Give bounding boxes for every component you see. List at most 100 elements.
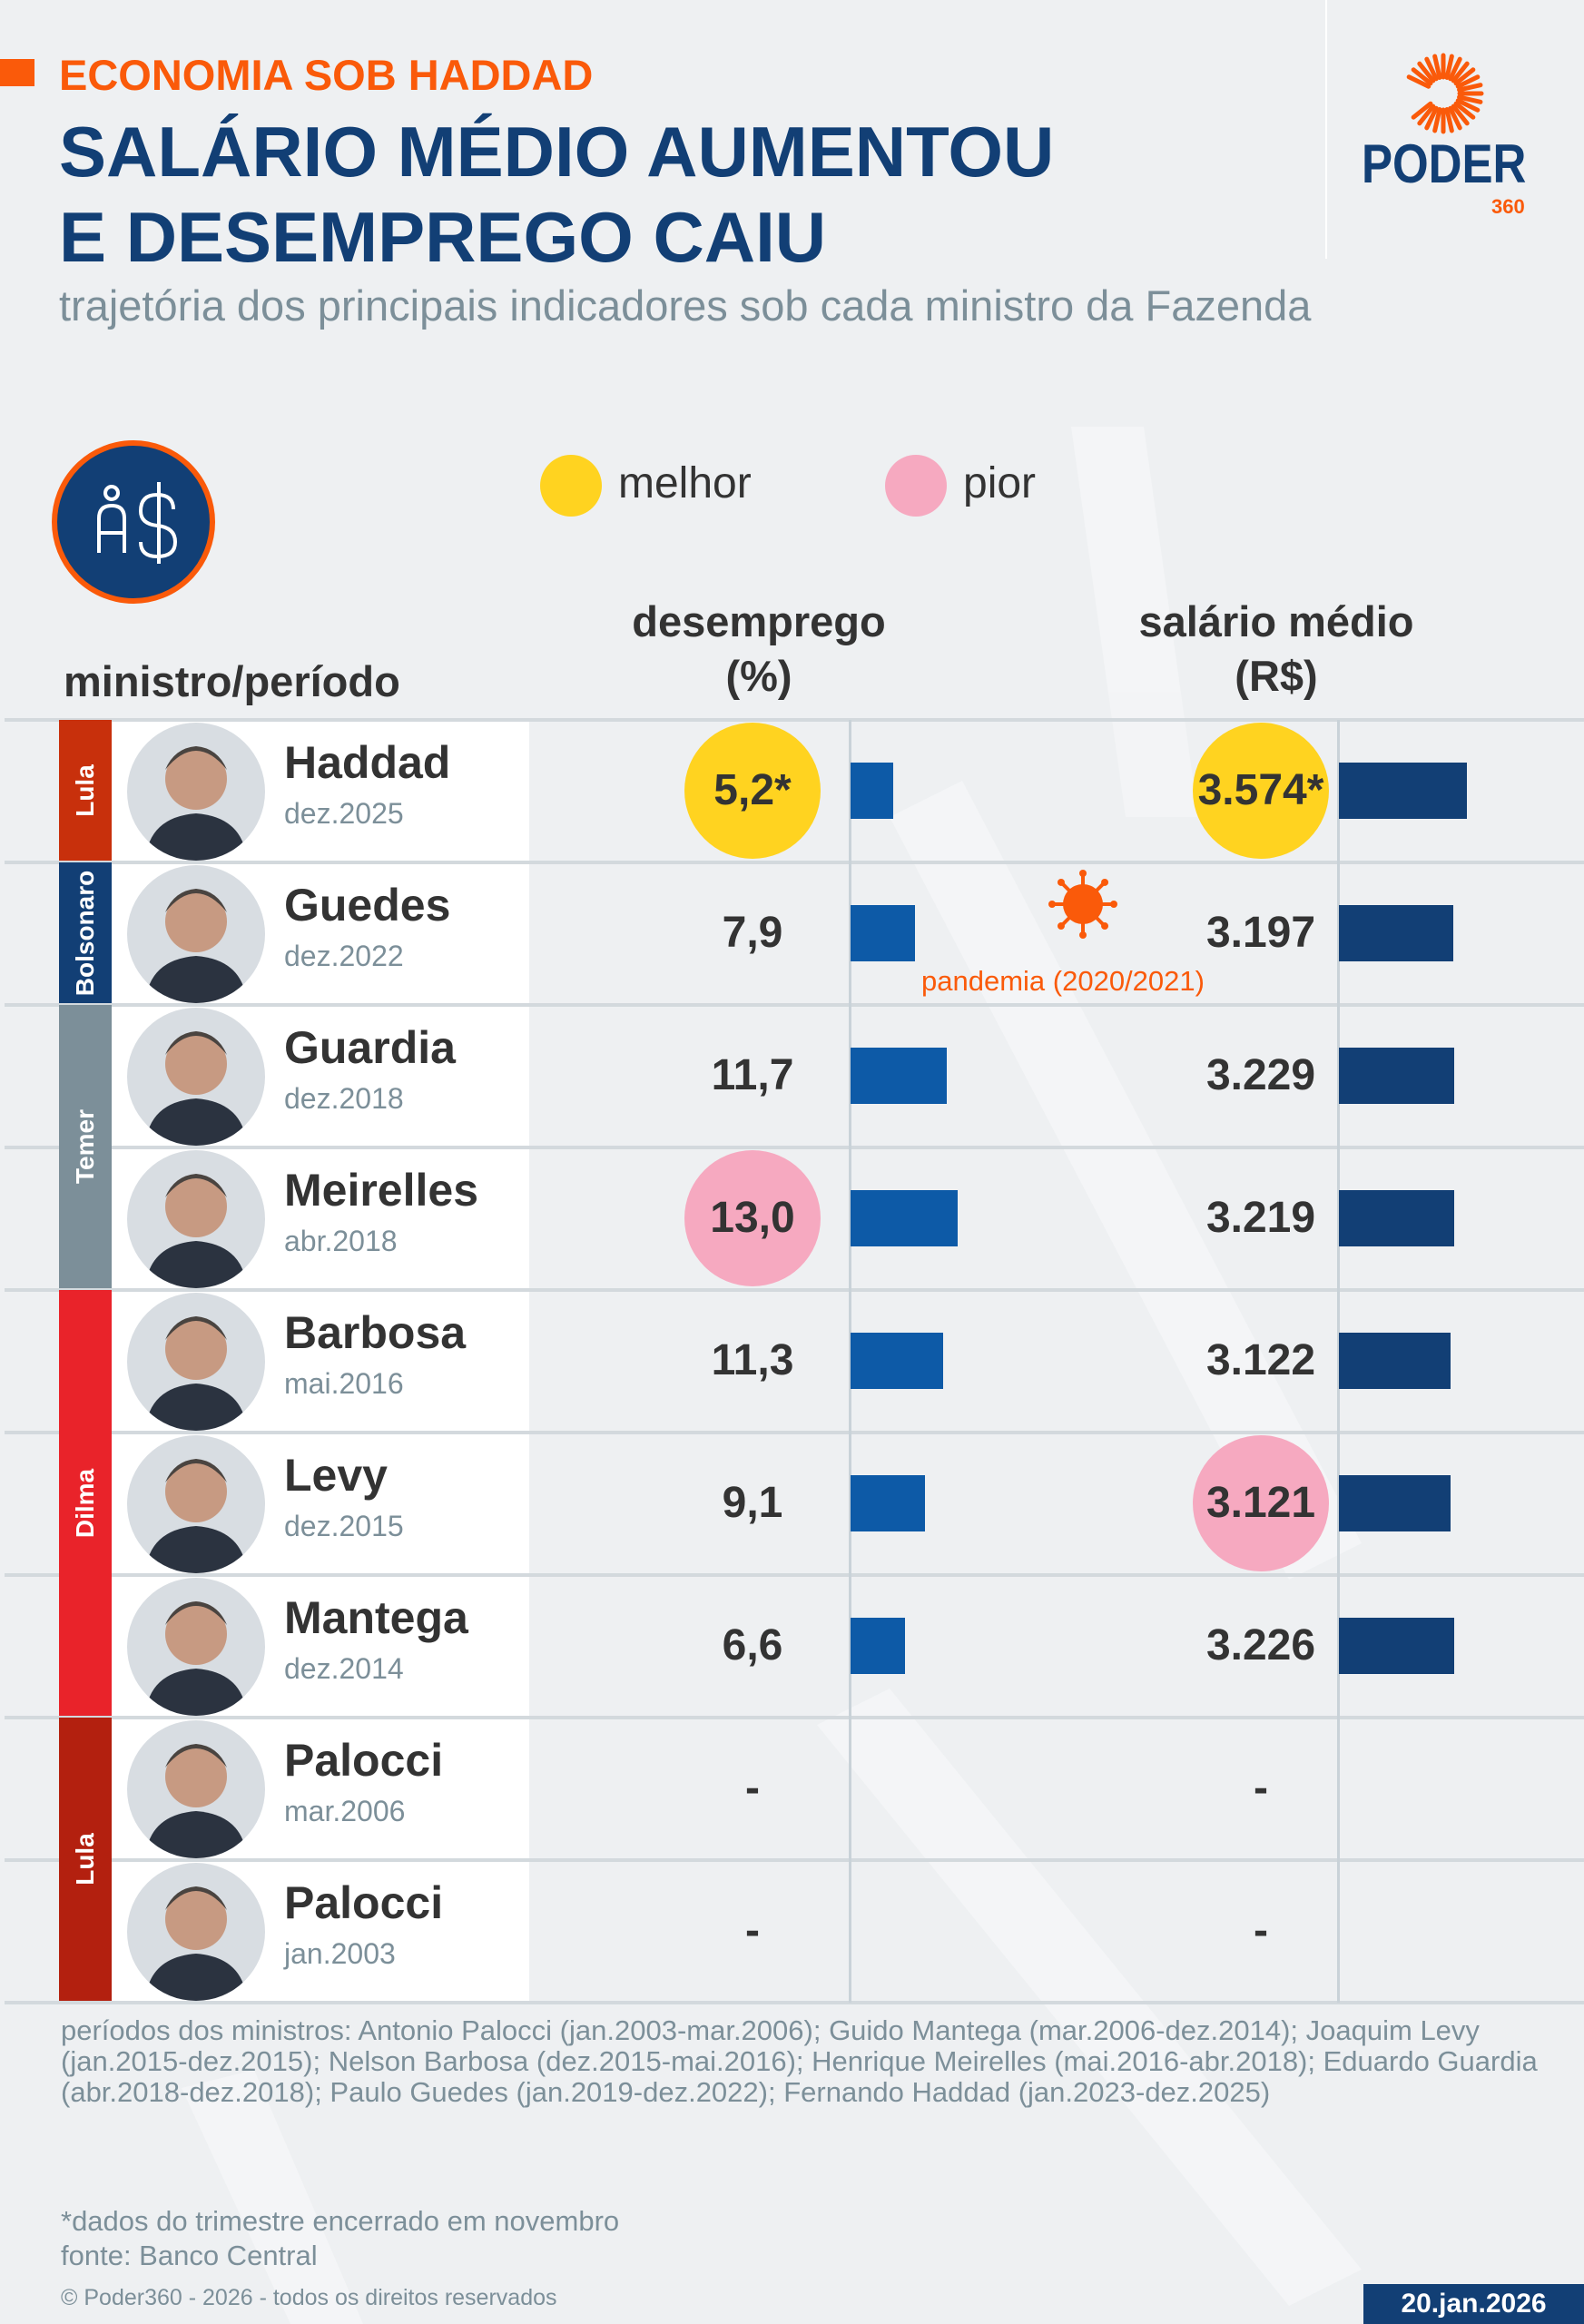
- minister-photo: [127, 1578, 265, 1716]
- salary-value: -: [1254, 1764, 1268, 1812]
- virus-icon: [1048, 870, 1117, 939]
- column-header-salary: salário médio (R$): [1095, 595, 1458, 704]
- column-header-unemployment: desemprego (%): [577, 595, 940, 704]
- row-divider: [5, 1003, 1584, 1007]
- unemployment-value: 6,6: [722, 1621, 783, 1669]
- salary-axis: [1337, 720, 1340, 2003]
- unemployment-value: 9,1: [722, 1479, 783, 1527]
- salary-value: 3.197: [1205, 909, 1316, 957]
- minister-name: Haddad: [284, 737, 451, 788]
- sun-ray: [1411, 101, 1433, 120]
- row-divider: [5, 1431, 1584, 1434]
- salary-value: 3.219: [1205, 1194, 1316, 1242]
- sun-ray: [1457, 94, 1483, 104]
- minister-date: mai.2016: [284, 1367, 404, 1400]
- row-divider: [5, 1858, 1584, 1862]
- group-label-text: Dilma: [71, 1468, 99, 1538]
- column-header-minister: ministro/período: [64, 657, 400, 705]
- logo-number: 360: [1491, 195, 1525, 218]
- unemployment-bar: [851, 1475, 926, 1531]
- legend-worse-label: pior: [963, 459, 1037, 507]
- row-divider: [5, 1716, 1584, 1719]
- unemployment-highlight: [684, 1150, 821, 1286]
- annotation-pandemic: pandemia (2020/2021): [921, 965, 1205, 997]
- unemployment-bar: [851, 1048, 947, 1104]
- title-line-1: SALÁRIO MÉDIO AUMENTOU: [59, 112, 1055, 192]
- title-line-2: E DESEMPREGO CAIU: [59, 197, 827, 277]
- logo: PODER: [1362, 133, 1527, 194]
- legend-worse-dot: [885, 455, 947, 517]
- salary-highlight: [1193, 1435, 1329, 1571]
- salary-bar: [1339, 1475, 1451, 1531]
- salary-value: 3.574*: [1197, 766, 1324, 814]
- minister-date: dez.2018: [284, 1082, 404, 1115]
- minister-photo: [127, 1293, 265, 1431]
- minister-name: Palocci: [284, 1735, 444, 1786]
- sun-ray: [1451, 103, 1470, 126]
- minister-name: Barbosa: [284, 1307, 467, 1358]
- salary-bar: [1339, 1048, 1455, 1104]
- header-line: salário médio: [1138, 597, 1414, 645]
- minister-date: mar.2006: [284, 1795, 406, 1827]
- minister-name: Meirelles: [284, 1165, 479, 1216]
- unemployment-bar: [851, 905, 916, 961]
- sun-ray: [1448, 56, 1462, 82]
- sun-ray: [1432, 54, 1442, 80]
- group-label-lula: Lula: [59, 720, 112, 861]
- minister-photo: [127, 1720, 265, 1858]
- footnote-periods: períodos dos ministros: Antonio Palocci …: [61, 2014, 1538, 2108]
- salary-bar: [1339, 763, 1467, 819]
- sun-ray: [1444, 107, 1454, 133]
- row-divider: [5, 861, 1584, 864]
- header-unit: (%): [725, 652, 792, 700]
- salary-value: -: [1254, 1906, 1268, 1955]
- sun-ray: [1453, 101, 1476, 120]
- salary-value: 3.121: [1205, 1479, 1316, 1527]
- unemployment-value: 7,9: [722, 909, 783, 957]
- minister-photo: [127, 1435, 265, 1573]
- minister-name: Guedes: [284, 880, 451, 931]
- header-unit: (R$): [1235, 652, 1318, 700]
- salary-highlight: [1193, 723, 1329, 859]
- salary-bar: [1339, 1333, 1451, 1389]
- minister-date: dez.2015: [284, 1510, 404, 1542]
- sun-ray: [1432, 107, 1442, 133]
- minister-name: Levy: [284, 1450, 388, 1501]
- unemployment-value: 5,2*: [713, 766, 792, 814]
- group-label-text: Lula: [71, 763, 99, 817]
- sun-ray: [1455, 98, 1481, 113]
- minister-name: Guardia: [284, 1022, 456, 1073]
- unemployment-value: 11,3: [711, 1336, 794, 1384]
- sun-ray: [1448, 105, 1462, 131]
- sun-ray: [1417, 61, 1436, 84]
- sun-ray: [1417, 103, 1436, 126]
- group-label-temer: Temer: [59, 1005, 112, 1288]
- unemployment-value: 13,0: [710, 1194, 795, 1242]
- sun-ray: [1455, 74, 1481, 89]
- minister-photo: [127, 1150, 265, 1288]
- sun-ray: [1444, 54, 1454, 80]
- unemployment-value: 11,7: [711, 1051, 794, 1099]
- publish-date: 20.jan.2026: [1363, 2284, 1584, 2324]
- divider: [1325, 0, 1327, 259]
- unemployment-axis: [849, 720, 851, 2003]
- unemployment-bar: [851, 1333, 944, 1389]
- sun-ray: [1424, 105, 1439, 131]
- group-label-lula: Lula: [59, 1718, 112, 2001]
- kicker: ECONOMIA SOB HADDAD: [59, 51, 594, 99]
- unemployment-highlight: [684, 723, 821, 859]
- minister-date: dez.2025: [284, 797, 404, 830]
- minister-date: jan.2003: [284, 1937, 396, 1970]
- salary-value: 3.229: [1205, 1051, 1316, 1099]
- row-divider: [5, 1288, 1584, 1292]
- sun-ray: [1457, 83, 1483, 93]
- salary-bar: [1339, 1618, 1454, 1674]
- minister-name: Palocci: [284, 1877, 444, 1928]
- group-label-bolsonaro: Bolsonaro: [59, 862, 112, 1003]
- salary-bar: [1339, 1190, 1454, 1246]
- poder360-sun-icon: [1406, 53, 1484, 134]
- unemployment-value: -: [745, 1906, 760, 1955]
- sun-ray: [1451, 61, 1470, 84]
- footnote-note: *dados do trimestre encerrado em novembr…: [61, 2205, 620, 2237]
- legend-better-dot: [540, 455, 602, 517]
